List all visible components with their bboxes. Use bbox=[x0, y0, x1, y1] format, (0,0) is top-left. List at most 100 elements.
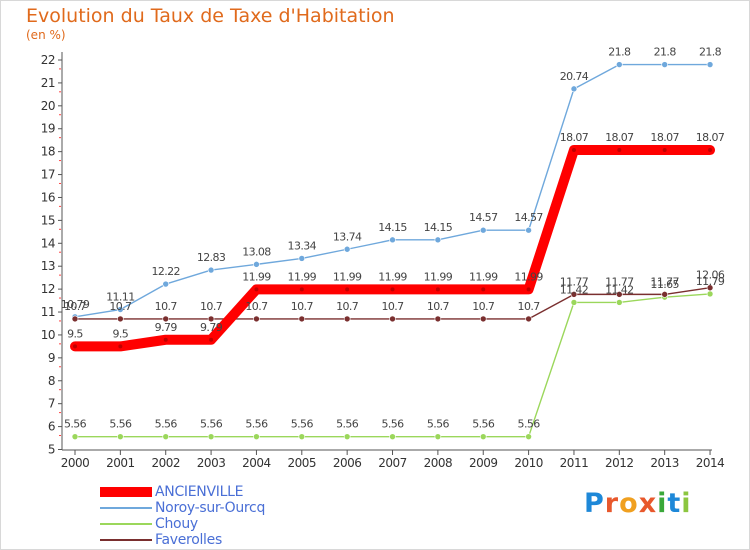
data-label: 11.99 bbox=[378, 270, 407, 283]
data-label: 11.77 bbox=[560, 275, 589, 288]
data-label: 18.07 bbox=[560, 131, 589, 144]
y-tick-label: 17 bbox=[41, 168, 55, 182]
x-tick-label: 2005 bbox=[288, 456, 317, 470]
y-tick-label: 14 bbox=[41, 236, 55, 250]
data-label: 11.99 bbox=[469, 270, 498, 283]
data-label: 14.15 bbox=[424, 221, 453, 234]
data-point bbox=[118, 344, 123, 349]
x-tick-label: 2006 bbox=[333, 456, 362, 470]
data-label: 5.56 bbox=[155, 418, 178, 431]
data-label: 12.22 bbox=[151, 265, 180, 278]
data-point bbox=[207, 433, 215, 440]
data-label: 14.57 bbox=[469, 211, 498, 224]
data-point bbox=[298, 255, 306, 262]
data-point bbox=[479, 315, 487, 323]
data-point bbox=[389, 433, 396, 440]
data-label: 10.79 bbox=[61, 298, 90, 311]
data-label: 11.99 bbox=[288, 270, 317, 283]
logo-letter: P bbox=[584, 488, 605, 519]
data-point bbox=[73, 344, 77, 349]
data-point bbox=[708, 148, 713, 153]
data-label: 10.7 bbox=[64, 300, 87, 313]
x-tick-label: 2009 bbox=[469, 456, 498, 470]
series-line-chouy bbox=[74, 293, 711, 438]
chart-legend: ANCIENVILLE Noroy-sur-Ourcq Chouy Favero… bbox=[100, 484, 265, 548]
data-label: 10.7 bbox=[109, 300, 132, 313]
data-point bbox=[253, 433, 260, 440]
data-label: 5.56 bbox=[109, 418, 132, 431]
y-tick-label: 6 bbox=[48, 420, 55, 434]
data-label: 21.8 bbox=[654, 46, 677, 59]
data-point bbox=[434, 315, 442, 323]
legend-item-ancienville: ANCIENVILLE bbox=[100, 484, 265, 500]
data-point bbox=[71, 433, 79, 440]
data-point bbox=[616, 299, 623, 306]
x-tick-label: 2014 bbox=[696, 456, 725, 470]
data-label: 11.77 bbox=[605, 275, 634, 288]
data-label: 11.11 bbox=[106, 291, 135, 304]
data-point bbox=[616, 291, 623, 298]
data-point bbox=[71, 315, 79, 323]
data-label: 11.99 bbox=[333, 270, 362, 283]
data-label: 11.79 bbox=[696, 275, 725, 288]
data-point bbox=[662, 148, 667, 153]
data-point bbox=[117, 306, 124, 313]
data-point bbox=[526, 287, 531, 292]
data-point bbox=[117, 433, 124, 440]
data-label: 14.15 bbox=[378, 221, 407, 234]
data-point bbox=[298, 315, 306, 323]
data-label: 10.7 bbox=[381, 300, 404, 313]
y-tick-label: 16 bbox=[41, 190, 55, 204]
x-tick-label: 2002 bbox=[151, 456, 180, 470]
y-tick-label: 7 bbox=[48, 397, 55, 411]
y-tick-label: 12 bbox=[41, 282, 55, 296]
data-point bbox=[570, 299, 578, 306]
data-label: 10.7 bbox=[155, 300, 178, 313]
data-point bbox=[479, 226, 487, 234]
y-tick-label: 18 bbox=[41, 145, 55, 159]
x-tick-label: 2007 bbox=[378, 456, 407, 470]
data-label: 10.7 bbox=[291, 300, 314, 313]
data-point bbox=[253, 315, 260, 323]
y-tick-label: 20 bbox=[41, 99, 55, 113]
y-tick-label: 10 bbox=[41, 328, 55, 342]
data-label: 18.07 bbox=[696, 131, 725, 144]
data-point bbox=[389, 236, 396, 244]
data-point bbox=[253, 261, 260, 268]
x-tick-label: 2000 bbox=[61, 456, 90, 470]
data-point bbox=[162, 315, 170, 323]
data-point bbox=[706, 290, 714, 298]
data-label: 5.56 bbox=[472, 418, 495, 431]
data-label: 11.42 bbox=[605, 283, 634, 296]
data-label: 5.56 bbox=[64, 418, 87, 431]
legend-swatch-noroy bbox=[100, 507, 152, 509]
data-point bbox=[525, 433, 532, 440]
data-label: 10.7 bbox=[427, 300, 450, 313]
x-tick-label: 2003 bbox=[197, 456, 226, 470]
data-point bbox=[570, 85, 578, 93]
data-label: 5.56 bbox=[518, 418, 541, 431]
y-tick-label: 9 bbox=[48, 351, 55, 365]
x-tick-label: 2013 bbox=[650, 456, 679, 470]
data-label: 18.07 bbox=[650, 131, 679, 144]
data-point bbox=[162, 433, 170, 440]
legend-swatch-chouy bbox=[100, 523, 152, 525]
data-label: 12.06 bbox=[696, 269, 725, 282]
data-point bbox=[345, 287, 350, 292]
y-tick-label: 5 bbox=[48, 443, 55, 457]
data-label: 9.5 bbox=[67, 327, 83, 340]
data-point bbox=[525, 226, 532, 234]
data-label: 5.56 bbox=[245, 418, 268, 431]
data-point bbox=[209, 337, 214, 342]
data-label: 11.99 bbox=[242, 270, 271, 283]
data-point bbox=[479, 433, 487, 440]
logo-letter: t bbox=[667, 488, 682, 519]
data-point bbox=[435, 287, 440, 292]
legend-label: Faverolles bbox=[155, 532, 222, 548]
legend-label: ANCIENVILLE bbox=[155, 484, 244, 500]
data-label: 10.7 bbox=[336, 300, 359, 313]
logo-letter: o bbox=[619, 488, 639, 519]
data-label: 5.56 bbox=[336, 418, 359, 431]
x-tick-label: 2001 bbox=[106, 456, 135, 470]
